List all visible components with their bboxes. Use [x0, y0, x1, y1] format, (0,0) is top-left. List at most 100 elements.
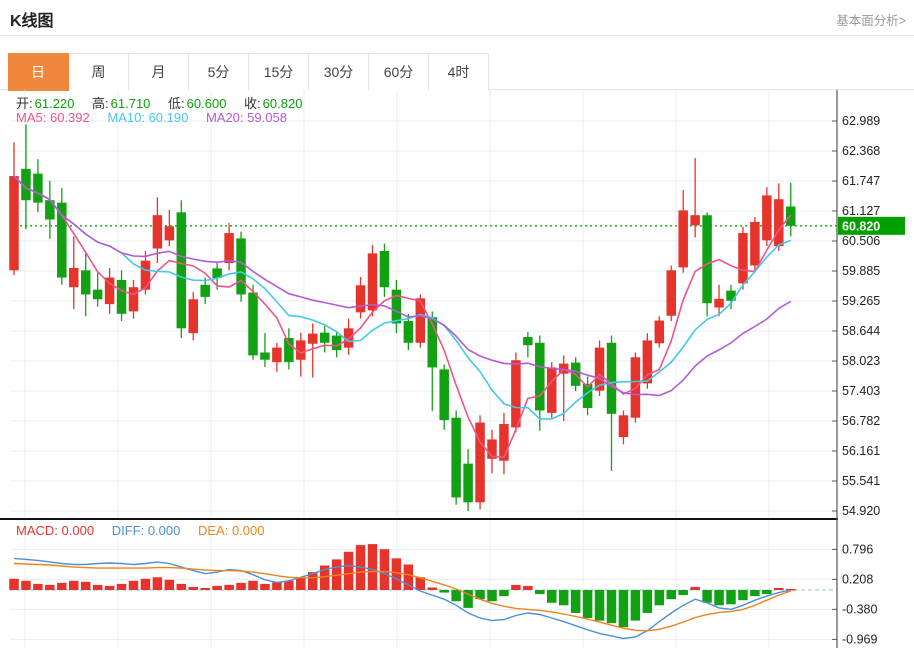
chart-area: 62.989 62.368 61.747 61.127 60.506 59.885 59.2… [0, 90, 914, 649]
y-axis-label: 62.989 [842, 114, 880, 128]
ma10-line [13, 175, 792, 420]
macd-bar [128, 580, 139, 590]
macd-bar [594, 590, 605, 621]
ohlc-low-label: 低: [168, 96, 185, 111]
macd-bar [475, 590, 485, 600]
fundamental-analysis-link[interactable]: 基本面分析> [836, 14, 906, 28]
candle [582, 376, 593, 416]
candle [642, 333, 653, 389]
candle [200, 277, 210, 305]
macd-bar [224, 584, 234, 590]
ohlc-low-value: 60.600 [186, 96, 227, 111]
candle [415, 294, 426, 348]
macd-row: MACD: 0.000 DIFF: 0.000 DEA: 0.000 [16, 523, 265, 538]
candle [463, 449, 473, 511]
candle [9, 142, 19, 276]
macd-bar [678, 590, 688, 596]
candle [690, 158, 700, 238]
ohlc-high-value: 61.710 [110, 96, 151, 111]
tab-4hour[interactable]: 4时 [429, 54, 489, 90]
dea-line [13, 562, 791, 632]
candle [714, 284, 724, 317]
macd-axis-label: -0.380 [842, 602, 877, 616]
candle [116, 270, 127, 322]
interval-tabbar: 日周月 5分 15分 30分 60分 4时 [0, 53, 914, 91]
macd-bar [630, 590, 641, 621]
y-axis-label: 61.747 [842, 174, 880, 188]
macd-bar [750, 590, 760, 597]
candle [403, 313, 414, 351]
tab-30min[interactable]: 30分 [309, 54, 369, 90]
candle [762, 187, 772, 247]
macd-bar [9, 578, 19, 590]
macd-bar [379, 549, 390, 590]
macd-bar [774, 587, 784, 590]
ohlc-open-label: 开: [16, 96, 33, 111]
candle [750, 217, 760, 273]
macd-bar [642, 590, 653, 613]
macd-bar [69, 580, 79, 590]
macd-histogram [9, 544, 796, 628]
candle [618, 410, 629, 445]
candle [188, 292, 198, 341]
candle [594, 340, 605, 396]
macd-bar [439, 590, 449, 593]
candle [511, 352, 521, 433]
candle [308, 323, 318, 378]
y-axis-label: 58.644 [842, 324, 880, 338]
macd-bar [308, 572, 318, 590]
svg-text:60.820: 60.820 [842, 219, 880, 233]
candle [272, 342, 282, 372]
candle [92, 272, 103, 307]
tab-15min[interactable]: 15分 [249, 54, 309, 90]
macd-bar [606, 590, 617, 624]
macd-bar [57, 582, 67, 590]
tab-week[interactable]: 周 [69, 54, 129, 90]
macd-bar [284, 580, 294, 590]
macd-bar [92, 584, 103, 590]
macd-bar [558, 590, 569, 606]
macd-bar [738, 590, 748, 601]
candle [654, 316, 665, 348]
candle [666, 265, 676, 322]
y-axis-label: 61.127 [842, 204, 880, 218]
tab-month[interactable]: 月 [129, 54, 189, 90]
macd-bar [33, 583, 43, 590]
macd-bar [45, 584, 55, 590]
macd-bar [415, 577, 426, 590]
macd-bar [451, 590, 461, 602]
macd-bar [582, 590, 593, 619]
ma10-label: MA10: 60.190 [107, 110, 189, 125]
macd-bar [618, 590, 629, 628]
tab-5min[interactable]: 5分 [189, 54, 249, 90]
tab-60min[interactable]: 60分 [369, 54, 429, 90]
macd-value-label: MACD: 0.000 [16, 523, 95, 538]
diff-value-label: DIFF: 0.000 [111, 523, 181, 538]
macd-bar [511, 584, 521, 590]
macd-bar [188, 586, 198, 590]
macd-bar [762, 590, 772, 595]
candle [606, 335, 617, 471]
macd-axis-label: -0.969 [842, 632, 877, 646]
candle [726, 284, 736, 309]
candle [391, 279, 402, 334]
candle [260, 333, 270, 367]
candle [21, 124, 31, 230]
candle [678, 190, 688, 273]
macd-bar [164, 579, 175, 590]
tab-day[interactable]: 日 [8, 53, 69, 91]
macd-bar [296, 577, 306, 590]
y-axis-label: 56.161 [842, 444, 880, 458]
macd-bar [714, 590, 724, 606]
candle [284, 328, 294, 370]
page-title: K线图 [10, 13, 54, 30]
ma20-line [13, 175, 792, 397]
candle [547, 362, 557, 418]
candle [535, 335, 545, 431]
ma20-label: MA20: 59.058 [205, 110, 287, 125]
macd-bar [726, 590, 736, 605]
candle [176, 200, 187, 338]
candle [69, 236, 79, 309]
current-price-tag: 60.820 [838, 216, 905, 235]
macd-bar [654, 590, 665, 606]
